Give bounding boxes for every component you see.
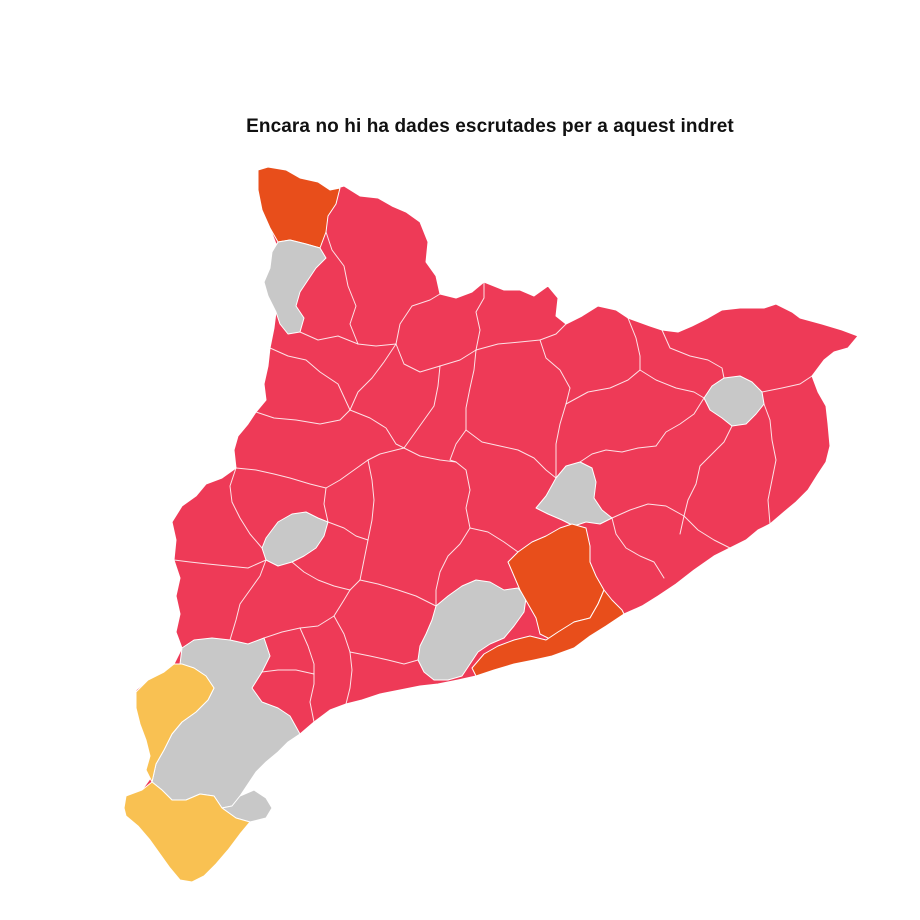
region-pla-d-urgell[interactable]	[261, 511, 329, 567]
region-montsia[interactable]	[123, 781, 251, 883]
region-barcelones[interactable]	[471, 589, 625, 677]
region-pla-de-l-estany[interactable]	[703, 375, 765, 427]
region-terra-alta-yellow[interactable]	[135, 663, 215, 783]
region-baix-llobregat-barcelones[interactable]	[417, 579, 527, 681]
region-alta-ribagorca[interactable]	[263, 239, 327, 335]
map-title: Encara no hi ha dades escrutades per a a…	[246, 116, 734, 137]
region-val-d-aran[interactable]	[257, 166, 341, 249]
comarca-borders	[173, 231, 813, 723]
region-osona[interactable]	[535, 461, 613, 527]
